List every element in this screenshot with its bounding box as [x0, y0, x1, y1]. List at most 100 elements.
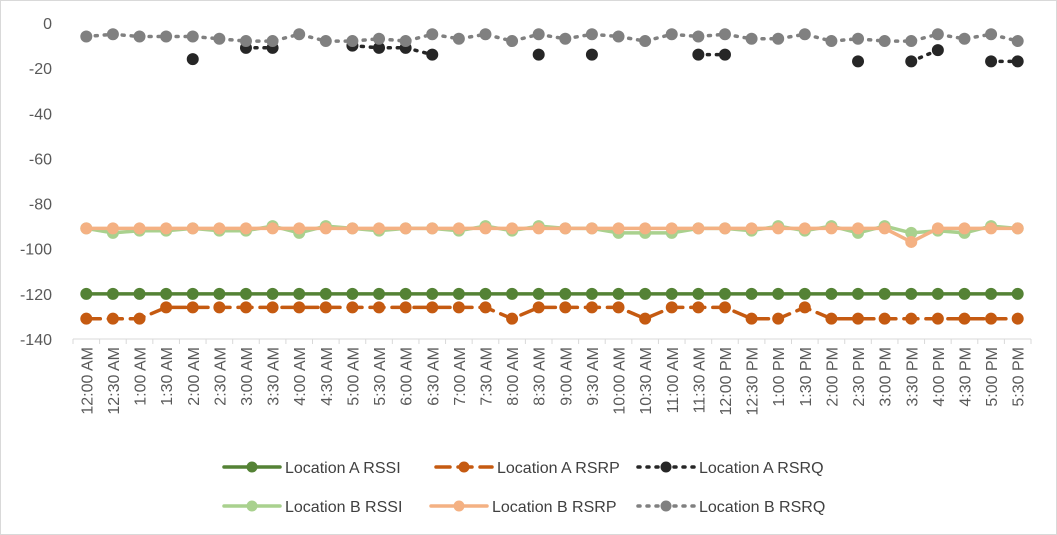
location-b-rsrq-point — [825, 35, 838, 48]
location-a-rsrp-point — [293, 301, 306, 314]
location-a-rsrp-point — [1011, 312, 1024, 325]
location-a-rssi-point — [239, 287, 252, 300]
y-tick-label: -100 — [20, 242, 52, 259]
location-a-rsrp-point — [319, 301, 332, 314]
location-b-rsrq-point — [160, 30, 173, 43]
location-a-rsrp-point — [106, 312, 119, 325]
location-a-rssi-point — [133, 287, 146, 300]
legend-label-location-b-rsrp: Location B RSRP — [492, 499, 617, 516]
location-a-rsrp-point — [612, 301, 625, 314]
x-tick-label: 12:30 PM — [745, 347, 762, 415]
location-a-rsrp-point — [639, 312, 652, 325]
x-tick-label: 4:00 PM — [931, 347, 948, 407]
location-b-rsrp-point — [106, 222, 119, 235]
x-tick-label: 10:00 AM — [612, 347, 629, 415]
location-b-rsrp-point — [319, 222, 332, 235]
y-tick-label: 0 — [43, 16, 52, 33]
location-b-rsrq-point — [878, 35, 891, 48]
location-b-rsrq-point — [958, 32, 971, 45]
location-a-rssi-point — [798, 287, 811, 300]
location-a-rssi-point — [293, 287, 306, 300]
location-b-rsrq-line — [84, 32, 1020, 43]
location-a-rsrp-point — [772, 312, 785, 325]
location-a-rsrp-point — [532, 301, 545, 314]
location-a-rssi-point — [1011, 287, 1024, 300]
location-b-rsrp-point — [612, 222, 625, 235]
location-a-rsrp-point — [798, 301, 811, 314]
location-b-rsrp-point — [1011, 222, 1024, 235]
location-b-rsrp-point — [878, 222, 891, 235]
location-a-rssi-point — [878, 287, 891, 300]
location-b-rsrp-point — [852, 222, 865, 235]
location-a-rssi-point — [479, 287, 492, 300]
location-a-rsrq-line — [350, 43, 435, 57]
legend-label-location-a-rssi: Location A RSSI — [285, 460, 401, 477]
location-b-rsrq-point — [186, 30, 199, 43]
location-a-rssi-point — [745, 287, 758, 300]
location-a-rsrp-point — [745, 312, 758, 325]
location-a-rsrp-point — [160, 301, 173, 314]
location-a-rsrq-point — [931, 44, 944, 57]
location-a-rsrq-point — [532, 48, 545, 61]
location-a-rsrq-point — [692, 48, 705, 61]
y-tick-label: -120 — [20, 287, 52, 304]
location-b-rsrp-point — [293, 222, 306, 235]
x-tick-label: 11:30 AM — [691, 347, 708, 413]
location-b-rsrp-point — [532, 222, 545, 235]
y-tick-label: -20 — [29, 61, 52, 78]
location-b-rsrp-point — [239, 222, 252, 235]
location-b-rsrq-point — [213, 32, 226, 45]
location-a-rssi-point — [985, 287, 998, 300]
location-a-rssi-point — [639, 287, 652, 300]
location-b-rsrq-point — [612, 30, 625, 43]
location-b-rsrp-point — [692, 222, 705, 235]
x-tick-label: 2:30 PM — [851, 347, 868, 407]
location-a-rsrp-point — [931, 312, 944, 325]
location-a-rsrp-line — [84, 305, 1020, 321]
location-a-rssi-point — [958, 287, 971, 300]
location-a-rsrq-point — [985, 55, 998, 68]
legend-marker-location-b-rsrp — [453, 500, 465, 512]
location-a-rsrp-point — [346, 301, 359, 314]
location-b-rsrq-point — [80, 30, 93, 43]
x-tick-label: 12:00 PM — [718, 347, 735, 415]
location-a-rssi-point — [665, 287, 678, 300]
location-a-rssi-point — [213, 287, 226, 300]
location-a-rsrp-point — [958, 312, 971, 325]
x-tick-label: 5:00 AM — [345, 347, 362, 406]
x-tick-label: 7:00 AM — [452, 347, 469, 406]
location-b-rsrq-point — [293, 28, 306, 41]
location-a-rssi-point — [825, 287, 838, 300]
location-b-rsrp-point — [506, 222, 519, 235]
location-a-rssi-point — [266, 287, 279, 300]
x-tick-label: 12:30 AM — [106, 347, 123, 415]
x-tick-label: 1:00 PM — [771, 347, 788, 407]
location-a-rsrp-point — [878, 312, 891, 325]
location-a-rssi-point — [186, 287, 199, 300]
x-tick-label: 6:30 AM — [425, 347, 442, 406]
location-b-rsrp-point — [931, 222, 944, 235]
location-a-rsrp-point — [266, 301, 279, 314]
x-tick-label: 5:30 PM — [1011, 347, 1028, 407]
location-a-rsrq-point — [718, 48, 731, 61]
location-a-rsrq-point — [585, 48, 598, 61]
x-tick-label: 7:30 AM — [478, 347, 495, 406]
location-b-rsrq-point — [319, 35, 332, 48]
location-a-rsrp-point — [825, 312, 838, 325]
y-tick-label: -60 — [29, 151, 52, 168]
x-tick-label: 4:30 AM — [319, 347, 336, 406]
location-b-rsrq-point — [426, 28, 439, 41]
legend-marker-location-b-rsrq — [660, 500, 672, 512]
location-b-rsrq-point — [692, 30, 705, 43]
location-b-rsrp-point — [958, 222, 971, 235]
location-b-rsrp-point — [745, 222, 758, 235]
legend-label-location-a-rsrq: Location A RSRQ — [699, 460, 824, 477]
legend-marker-location-b-rssi — [246, 500, 258, 512]
location-b-rsrp-point — [772, 222, 785, 235]
x-tick-label: 5:00 PM — [984, 347, 1001, 407]
location-b-rsrq-point — [559, 32, 572, 45]
location-b-rsrq-point — [373, 32, 386, 45]
location-b-rsrq-point — [798, 28, 811, 41]
x-tick-label: 3:00 PM — [878, 347, 895, 407]
